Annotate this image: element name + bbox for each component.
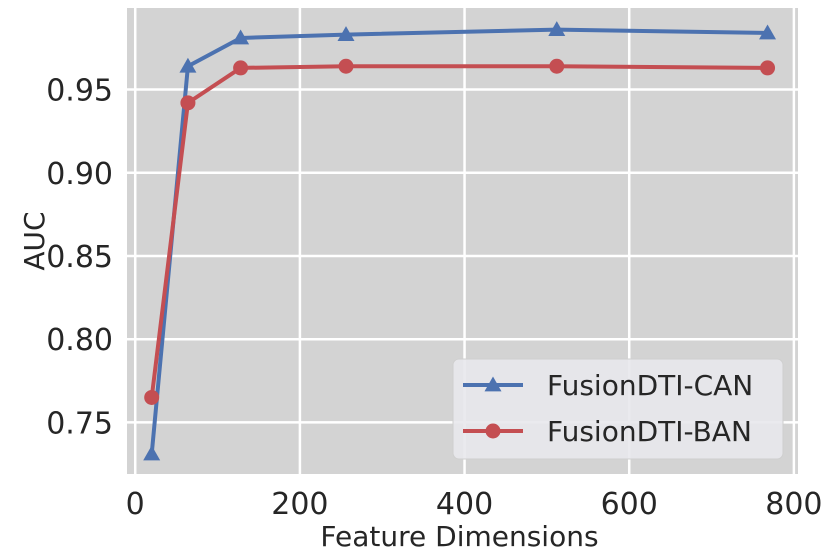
data-point-fusiondti-ban xyxy=(233,60,249,76)
x-tick-label: 400 xyxy=(436,487,493,522)
y-tick-label: 0.85 xyxy=(46,240,113,275)
y-tick-label: 0.80 xyxy=(46,323,113,358)
data-point-fusiondti-can xyxy=(143,445,161,461)
data-point-fusiondti-ban xyxy=(144,389,160,405)
data-point-fusiondti-can xyxy=(232,29,250,45)
x-tick-label: 0 xyxy=(126,487,145,522)
y-tick-label: 0.75 xyxy=(46,406,113,441)
data-point-fusiondti-ban xyxy=(549,58,565,74)
x-tick-label: 600 xyxy=(601,487,658,522)
data-point-fusiondti-ban xyxy=(338,58,354,74)
x-tick-label: 200 xyxy=(271,487,328,522)
data-point-fusiondti-can xyxy=(179,57,197,73)
tick-labels: 0 200 400 600 800 0.75 0.80 0.85 0.90 0.95 xyxy=(46,74,822,522)
legend-label-fusiondti-can: FusionDTI-CAN xyxy=(547,369,753,402)
data-point-fusiondti-ban xyxy=(760,60,776,76)
series-layer xyxy=(143,21,777,461)
legend-marker-fusiondti-ban xyxy=(485,423,501,439)
data-point-fusiondti-ban xyxy=(180,95,196,111)
data-point-fusiondti-can xyxy=(337,26,355,42)
x-axis-label: Feature Dimensions xyxy=(320,520,598,553)
legend-box xyxy=(452,358,784,460)
data-point-fusiondti-can xyxy=(548,21,566,37)
y-tick-label: 0.90 xyxy=(46,157,113,192)
y-tick-label: 0.95 xyxy=(46,74,113,109)
legend-label-fusiondti-ban: FusionDTI-BAN xyxy=(547,415,752,448)
legend-marker-fusiondti-can xyxy=(484,376,502,392)
series-line-fusiondti-can xyxy=(149,27,768,455)
y-axis-label: AUC xyxy=(18,211,51,270)
data-point-fusiondti-can xyxy=(759,24,777,40)
series-fusiondti-can xyxy=(143,21,777,461)
legend: FusionDTI-CAN FusionDTI-BAN xyxy=(452,358,784,460)
series-fusiondti-ban xyxy=(144,58,776,405)
x-tick-label: 800 xyxy=(765,487,822,522)
series-line-fusiondti-ban xyxy=(149,64,768,398)
